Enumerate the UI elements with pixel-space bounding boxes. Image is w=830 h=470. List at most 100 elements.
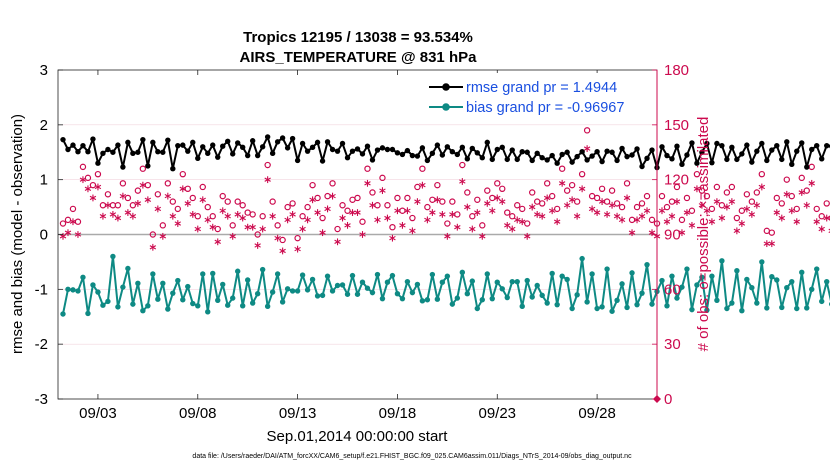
obs-possible-point [269,198,276,205]
rmse-point [689,140,695,146]
obs-possible-point [429,196,436,203]
obs-assimilated-point [469,225,476,233]
rmse-point [289,135,296,142]
bias-point [70,287,76,293]
obs-possible-point [823,200,830,207]
obs-possible-point [813,205,820,213]
y-left-tick-label: 0 [40,227,48,244]
obs-possible-point [399,207,406,214]
rmse-point [329,146,336,153]
y-right-tick-label: 30 [664,336,681,353]
obs-assimilated-point [64,229,72,237]
obs-assimilated-point [598,198,606,205]
bias-point [404,278,411,285]
bias-point [344,291,351,297]
obs-asterisk-stroke [259,226,266,232]
obs-possible-point [628,216,636,224]
obs-assimilated-point [578,185,586,193]
obs-possible-point [219,192,226,200]
obs-asterisk-stroke [818,226,825,232]
obs-asterisk-stroke [743,206,751,212]
obs-asterisk-stroke [124,210,132,215]
obs-asterisk-stroke [374,217,381,223]
bias-point [155,296,161,302]
obs-asterisk-stroke [633,217,641,223]
obs-asterisk-stroke [623,195,631,201]
bias-point [384,279,391,285]
obs-assimilated-point [169,212,177,220]
obs-possible-point [424,203,431,211]
obs-asterisk-stroke [778,215,786,221]
obs-assimilated-point [184,200,192,207]
obs-asterisk-stroke [713,199,721,204]
obs-assimilated-point [479,232,486,240]
bias-point [694,282,700,288]
y-right-tick-label: 0 [664,391,672,408]
obs-asterisk-stroke [499,199,506,204]
bias-point [524,277,530,284]
obs-asterisk-stroke [773,210,781,215]
obs-asterisk-stroke [219,208,226,213]
obs-assimilated-point [99,212,107,220]
obs-asterisk-stroke [494,195,501,201]
rmse-point [714,140,720,147]
obs-assimilated-point [588,205,596,213]
rmse-point [115,142,121,148]
bias-point [399,295,406,302]
bias-point [679,284,685,290]
obs-assimilated-point [728,198,736,205]
bias-point [689,306,695,313]
rmse-point [704,140,710,147]
obs-possible-point [623,180,631,187]
obs-assimilated-point [139,181,147,189]
obs-possible-point [608,187,616,194]
rmse-point [160,149,166,155]
obs-possible-point [119,180,127,187]
rmse-point [399,151,406,158]
obs-asterisk-stroke [294,246,301,252]
obs-possible-point [239,202,246,209]
obs-assimilated-point [464,203,471,211]
obs-possible-point [484,187,491,194]
rmse-point [509,147,515,153]
rmse-point [579,149,585,155]
bias-point [394,291,401,297]
rmse-point [394,150,401,156]
bias-point [195,303,201,309]
obs-asterisk-stroke [808,181,815,186]
rmse-point [75,149,81,155]
obs-assimilated-point [439,210,446,218]
bias-point [609,308,615,314]
bias-point [419,298,426,304]
obs-possible-point [329,180,336,187]
obs-assimilated-point [249,223,256,231]
obs-assimilated-point [89,194,97,202]
x-tick-label: 09/08 [179,405,217,422]
obs-asterisk-stroke [99,214,107,219]
obs-asterisk-stroke [638,214,646,219]
obs-assimilated-point [229,232,236,240]
obs-assimilated-point [528,203,536,211]
obs-assimilated-point [384,214,391,222]
obs-assimilated-point [509,225,516,233]
obs-possible-point [259,213,266,220]
bias-point [819,298,825,305]
rmse-point [534,150,540,157]
obs-asterisk-stroke [279,248,286,254]
obs-asterisk-stroke [159,234,167,239]
obs-assimilated-point [59,232,67,240]
rmse-point [359,151,366,157]
obs-asterisk-stroke [89,195,97,201]
bias-point [379,295,386,302]
rmse-point [239,144,246,151]
obs-assimilated-point [474,209,481,216]
obs-asterisk-stroke [608,203,616,208]
bias-point [235,268,241,274]
bias-point [459,269,466,276]
rmse-point [609,149,615,155]
obs-asterisk-stroke [404,208,411,213]
obs-assimilated-point [793,218,800,226]
bias-point [259,266,266,273]
obs-asterisk-stroke [718,215,726,221]
obs-assimilated-point [813,218,820,226]
